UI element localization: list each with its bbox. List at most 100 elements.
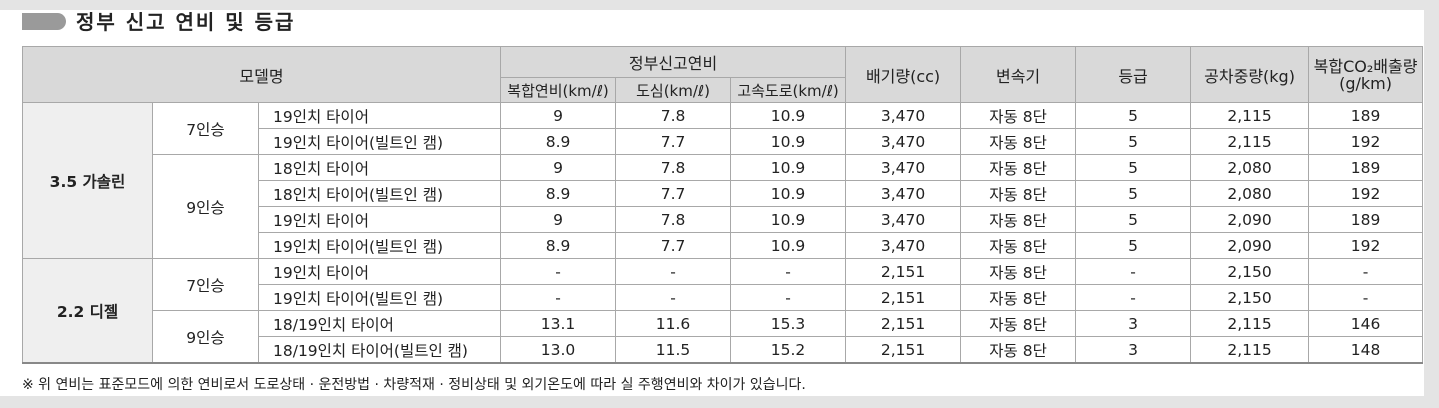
header-cell: 도심(km/ℓ) (615, 77, 732, 103)
header-cell: 복합CO₂배출량 (g/km) (1308, 46, 1424, 103)
table-row: 2.2 디젤 7인승 19인치 타이어 - - -2,151 자동 8단 -2,150- (22, 258, 1424, 364)
tire-cell: 19인치 타이어(빌트인 캠) (257, 232, 502, 259)
value-cell: 2,115 (1190, 128, 1310, 155)
seat-cell: 9인승 (152, 154, 259, 259)
value-cell: 146 (1308, 310, 1424, 337)
header-cell: 배기량(cc) (845, 46, 962, 103)
value-cell: 3 (1075, 310, 1192, 337)
value-cell: 3 (1075, 336, 1192, 364)
table-row: 19인치 타이어(빌트인 캠) 8.9 7.7 10.9 3,470 자동 8단 5 2,11… (23, 128, 1424, 155)
seat-cell: 7인승 (152, 102, 259, 155)
value-cell: 9 (500, 206, 617, 233)
value-cell: 148 (1308, 336, 1424, 364)
value-cell: 자동 8단 (960, 206, 1077, 233)
value-cell: 10.9 (730, 102, 847, 129)
value-cell: 5 (1075, 206, 1192, 233)
value-cell: 2,151 (845, 258, 962, 285)
value-cell: - (1308, 284, 1424, 311)
value-cell: - (730, 284, 847, 311)
table-row: 3.5 가솔린 7인승 19인치 타이어 9 7.8 10.9 3,470 자동 8단 5 2,1… (22, 102, 1424, 259)
value-cell: 8.9 (500, 180, 617, 207)
table-row: 19인치 타이어(빌트인 캠) - - -2,151 자동 8단 -2,150- (23, 284, 1424, 311)
value-cell: 2,150 (1190, 284, 1310, 311)
value-cell: - (615, 284, 732, 311)
value-cell: 192 (1308, 128, 1424, 155)
value-cell: 2,151 (845, 284, 962, 311)
header-cell: 변속기 (960, 46, 1077, 103)
value-cell: 자동 8단 (960, 284, 1077, 311)
value-cell: 7.7 (615, 128, 732, 155)
value-cell: 3,470 (845, 232, 962, 259)
header-cell: 복합연비(km/ℓ) (500, 77, 617, 103)
value-cell: 5 (1075, 232, 1192, 259)
value-cell: - (615, 258, 732, 285)
value-cell: 3,470 (845, 102, 962, 129)
value-cell: 3,470 (845, 154, 962, 181)
value-cell: 자동 8단 (960, 180, 1077, 207)
value-cell: 2,115 (1190, 310, 1310, 337)
header-text: (g/km) (1339, 73, 1392, 93)
value-cell: 10.9 (730, 180, 847, 207)
value-cell: 2,080 (1190, 180, 1310, 207)
tire-cell: 19인치 타이어 (257, 102, 502, 129)
seat-cell: 9인승 (152, 310, 259, 364)
value-cell: 2,090 (1190, 232, 1310, 259)
value-cell: 7.8 (615, 102, 732, 129)
value-cell: 자동 8단 (960, 154, 1077, 181)
fuel-cell: 2.2 디젤 (22, 258, 153, 364)
value-cell: 10.9 (730, 206, 847, 233)
value-cell: 7.7 (615, 180, 732, 207)
value-cell: 자동 8단 (960, 232, 1077, 259)
table-row: 18/19인치 타이어(빌트인 캠) 13.0 11.5 15.2 2,151 자동 8단… (23, 336, 1424, 364)
value-cell: 2,115 (1190, 336, 1310, 364)
value-cell: 자동 8단 (960, 310, 1077, 337)
table-row: 19인치 타이어 9 7.8 10.9 3,470 자동 8단 5 2,090 189 (23, 206, 1424, 233)
title-marker (22, 13, 66, 30)
value-cell: 3,470 (845, 206, 962, 233)
value-cell: 자동 8단 (960, 258, 1077, 285)
title: 정부 신고 연비 및 등급 (76, 10, 296, 34)
value-cell: 10.9 (730, 128, 847, 155)
value-cell: - (500, 258, 617, 285)
value-cell: 자동 8단 (960, 102, 1077, 129)
value-cell: 2,080 (1190, 154, 1310, 181)
value-cell: 3,470 (845, 180, 962, 207)
table-row: 9인승 18/19인치 타이어 13.1 11.6 15.3 2,151 자동 8단 3 2,1… (23, 310, 1424, 364)
value-cell: 189 (1308, 154, 1424, 181)
footnote: ※ 위 연비는 표준모드에 의한 연비로서 도로상태 · 운전방법 · 차량적재… (22, 377, 806, 393)
seat-cell: 7인승 (152, 258, 259, 311)
value-cell: 5 (1075, 154, 1192, 181)
value-cell: 2,150 (1190, 258, 1310, 285)
tire-cell: 19인치 타이어 (257, 206, 502, 233)
value-cell: 5 (1075, 180, 1192, 207)
value-cell: - (730, 258, 847, 285)
value-cell: - (1075, 258, 1192, 285)
value-cell: 8.9 (500, 232, 617, 259)
tire-cell: 19인치 타이어 (257, 258, 502, 285)
tire-cell: 18/19인치 타이어(빌트인 캠) (257, 336, 502, 364)
tire-cell: 18인치 타이어 (257, 154, 502, 181)
value-cell: 189 (1308, 102, 1424, 129)
tire-cell: 18인치 타이어(빌트인 캠) (257, 180, 502, 207)
value-cell: 7.7 (615, 232, 732, 259)
fuel-cell: 3.5 가솔린 (22, 102, 153, 259)
header-cell: 정부신고연비 (500, 46, 847, 78)
tire-cell: 19인치 타이어(빌트인 캠) (257, 284, 502, 311)
value-cell: 7.8 (615, 206, 732, 233)
header-cell: 공차중량(kg) (1190, 46, 1310, 103)
value-cell: 13.0 (500, 336, 617, 364)
header-cell: 모델명 (21, 46, 502, 103)
value-cell: 15.2 (730, 336, 847, 364)
value-cell: 15.3 (730, 310, 847, 337)
value-cell: 13.1 (500, 310, 617, 337)
header-text: 복합CO₂배출량 (1313, 56, 1418, 76)
value-cell: 5 (1075, 102, 1192, 129)
header-cell: 고속도로(km/ℓ) (730, 77, 847, 103)
value-cell: 192 (1308, 180, 1424, 207)
tire-cell: 19인치 타이어(빌트인 캠) (257, 128, 502, 155)
value-cell: - (500, 284, 617, 311)
value-cell: 2,151 (845, 336, 962, 364)
value-cell: - (1308, 258, 1424, 285)
value-cell: 192 (1308, 232, 1424, 259)
